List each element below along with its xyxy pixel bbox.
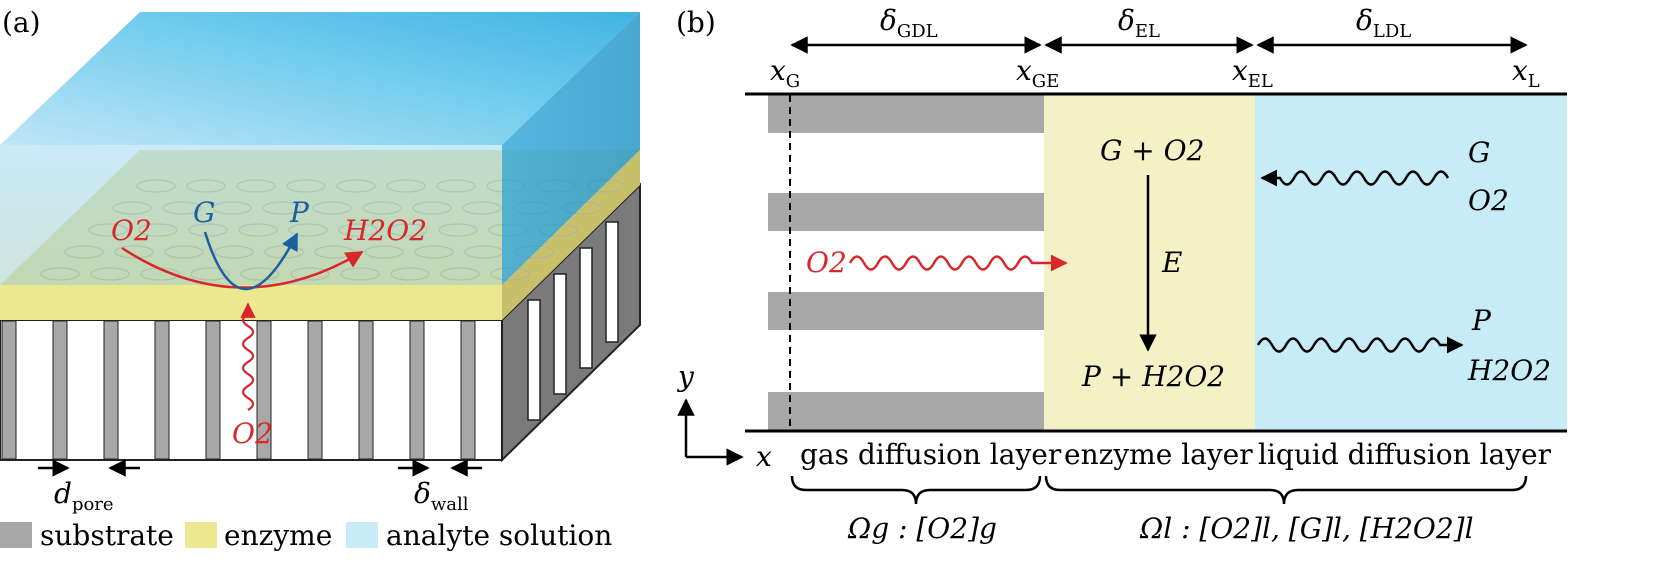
- g-p-arc: [203, 231, 299, 291]
- pore-wall: [154, 320, 170, 460]
- x-ge-label: xGE: [1016, 54, 1059, 92]
- liquid-in-squiggle: [1260, 169, 1450, 187]
- reaction-top: G + O2: [1100, 134, 1204, 167]
- pore-wall: [103, 320, 119, 460]
- pore-wall: [52, 320, 68, 460]
- legend-label-enzyme: enzyme: [224, 519, 332, 552]
- liquid-out-squiggle: [1256, 336, 1464, 354]
- gas-brace: [790, 475, 1042, 505]
- layer-gas: gas diffusion layer: [800, 438, 1062, 471]
- liquid-out-h2o2: H2O2: [1467, 354, 1551, 387]
- side-slot: [579, 247, 593, 369]
- gas-o2-squiggle: [848, 254, 1068, 272]
- delta-el-label: δEL: [1118, 4, 1160, 42]
- label-h2o2: H2O2: [343, 214, 427, 247]
- pore-wall: [307, 320, 323, 460]
- x-l-label: xL: [1512, 54, 1540, 92]
- axis-y-label: y: [676, 360, 695, 393]
- gas-o2-label: O2: [806, 246, 847, 279]
- pore-walls: [1, 320, 476, 460]
- substrate-block: [0, 182, 641, 463]
- enzyme-region: [1044, 95, 1255, 430]
- legend-label-analyte: analyte solution: [386, 519, 612, 552]
- liquid-in-g: G: [1468, 136, 1490, 169]
- liquid-brace: [1044, 475, 1528, 505]
- panel-b-label: (b): [676, 6, 716, 39]
- d-pore-label: dpore: [54, 477, 114, 515]
- gas-diffusion-bars: [768, 95, 1044, 430]
- label-p: P: [289, 196, 310, 229]
- pore-wall: [256, 320, 272, 460]
- legend-label-substrate: substrate: [40, 519, 174, 552]
- domain-liquid: Ωl : [O2]l, [G]l, [H2O2]l: [1139, 512, 1474, 545]
- liquid-region: [1255, 95, 1567, 430]
- label-o2-left: O2: [111, 214, 152, 247]
- delta-gdl-label: δGDL: [880, 4, 938, 42]
- reaction-bottom: P + H2O2: [1081, 360, 1225, 393]
- legend: substrate enzyme analyte solution: [0, 519, 612, 552]
- axis-x-label: x: [756, 440, 772, 473]
- liquid-out-p: P: [1471, 304, 1492, 337]
- x-g-label: xG: [770, 54, 800, 92]
- legend-swatch-substrate: [0, 522, 32, 548]
- reaction-catalyst: E: [1161, 246, 1182, 279]
- o2-squiggle-up: [240, 302, 256, 411]
- pore-wall: [460, 320, 476, 460]
- layer-enzyme: enzyme layer: [1064, 438, 1253, 471]
- side-slot: [605, 221, 619, 343]
- delta-wall-marker: δwall: [398, 459, 482, 515]
- d-pore-marker: dpore: [38, 459, 140, 515]
- side-slot: [553, 273, 567, 395]
- legend-swatch-enzyme: [185, 522, 217, 548]
- panel-a-label: (a): [2, 6, 41, 39]
- legend-swatch-analyte: [346, 522, 378, 548]
- x-el-label: xEL: [1232, 54, 1273, 92]
- panel-a: (a) O2 G P H2O2 O2: [0, 6, 641, 552]
- delta-ldl-label: δLDL: [1356, 4, 1411, 42]
- pore-wall: [409, 320, 425, 460]
- side-slot: [527, 299, 541, 421]
- delta-wall-label: δwall: [414, 477, 469, 515]
- domain-gas: Ωg : [O2]g: [847, 512, 997, 545]
- layer-liquid: liquid diffusion layer: [1258, 438, 1552, 471]
- pore-wall: [358, 320, 374, 460]
- label-o2-bottom: O2: [232, 417, 273, 450]
- label-g: G: [193, 196, 215, 229]
- pore-wall: [1, 320, 17, 460]
- panel-b: (b) δGDL δEL δLDL xG xGE xEL xL G + O2 E…: [676, 4, 1567, 545]
- pore-wall: [205, 320, 221, 460]
- liquid-in-o2: O2: [1468, 184, 1509, 217]
- side-pore-slots: [527, 221, 619, 421]
